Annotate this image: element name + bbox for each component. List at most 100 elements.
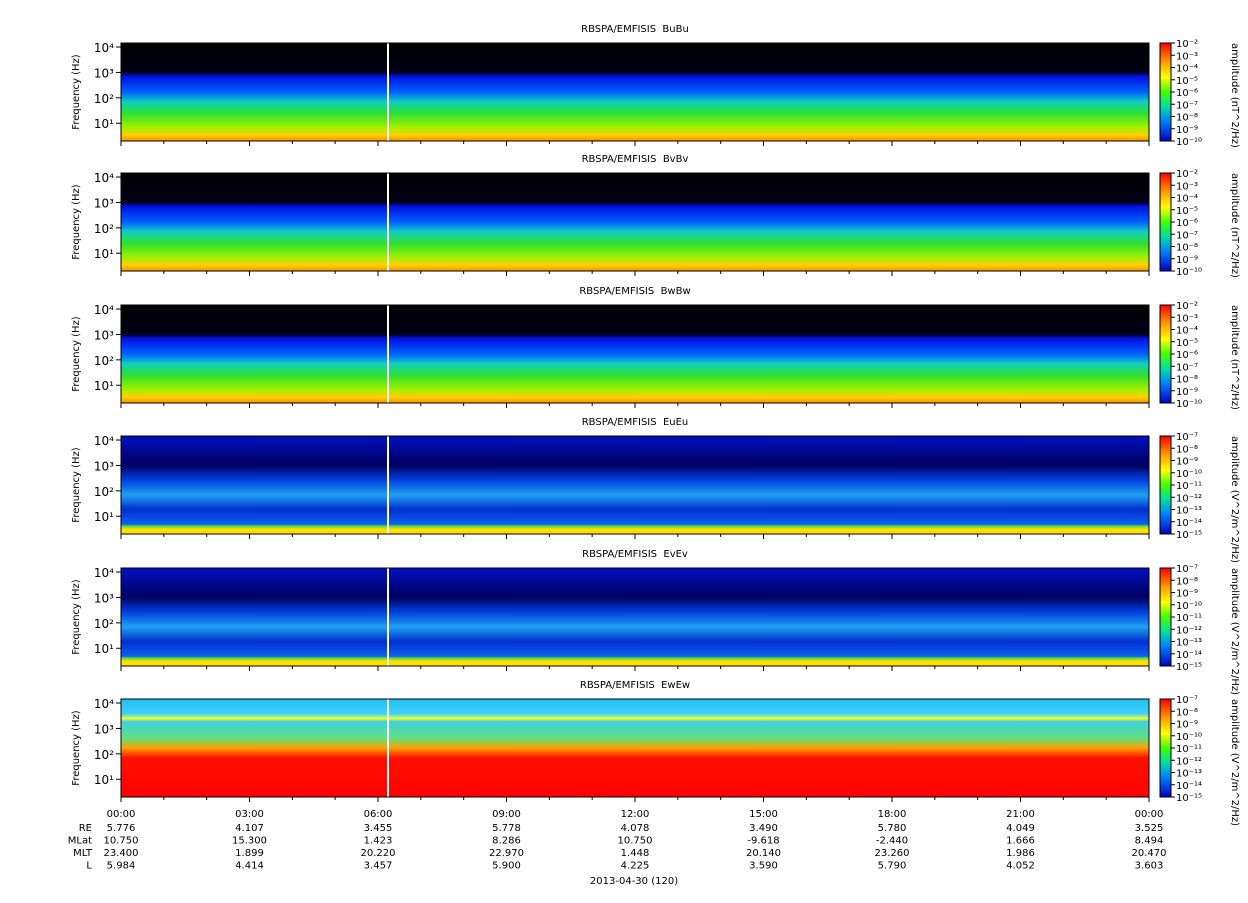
- y-axis-label: Frequency (Hz): [71, 184, 82, 260]
- colorbar-label: amplitude (V^2/m^2/Hz): [1229, 436, 1240, 563]
- ephemeris-value: 1.666: [1006, 836, 1035, 847]
- colorbar-tick-label: 10⁻¹³: [1176, 506, 1202, 517]
- x-tick-label: 12:00: [621, 809, 650, 820]
- y-tick-label: 10¹: [94, 510, 114, 524]
- ephemeris-value: 5.984: [107, 861, 136, 872]
- colorbar-tick-label: 10⁻⁷: [1176, 362, 1198, 373]
- x-tick-label: 03:00: [235, 809, 264, 820]
- ephemeris-value: 10.750: [618, 836, 653, 847]
- ephemeris-value: 3.455: [364, 823, 393, 834]
- colorbar-tick-label: 10⁻⁹: [1176, 589, 1198, 600]
- y-tick-label: 10²: [94, 748, 114, 762]
- y-tick-label: 10¹: [94, 642, 114, 656]
- colorbar-tick-label: 10⁻²: [1176, 39, 1198, 50]
- y-tick-label: 10²: [94, 617, 114, 631]
- colorbar-tick-label: 10⁻⁷: [1176, 100, 1198, 111]
- colorbar-tick-label: 10⁻⁵: [1176, 338, 1198, 349]
- colorbar-tick-label: 10⁻⁸: [1176, 243, 1198, 254]
- ephemeris-value: 5.776: [107, 823, 136, 834]
- y-tick-label: 10⁴: [94, 303, 114, 317]
- x-tick-label: 18:00: [878, 809, 907, 820]
- ephemeris-name: MLT: [73, 848, 93, 859]
- colorbar-tick-label: 10⁻¹⁴: [1176, 518, 1202, 529]
- spectrogram: [121, 173, 1149, 271]
- ephemeris-value: 23.400: [104, 848, 139, 859]
- ephemeris-value: 10.750: [104, 836, 139, 847]
- ephemeris-value: 3.590: [749, 861, 778, 872]
- ephemeris-value: 8.494: [1135, 836, 1164, 847]
- colorbar-tick-label: 10⁻¹²: [1176, 625, 1202, 636]
- colorbar-tick-label: 10⁻⁹: [1176, 255, 1198, 266]
- spectrogram: [121, 436, 1149, 534]
- colorbar-tick-label: 10⁻¹⁰: [1176, 601, 1202, 612]
- panel-title: RBSPA/EMFISIS BwBw: [579, 286, 690, 297]
- colorbar: [1159, 304, 1172, 404]
- colorbar-tick-label: 10⁻¹⁰: [1176, 399, 1202, 410]
- colorbar-tick-label: 10⁻⁹: [1176, 125, 1198, 136]
- y-axis-label: Frequency (Hz): [71, 54, 82, 130]
- ephemeris-value: 1.986: [1006, 848, 1035, 859]
- colorbar-tick-label: 10⁻¹¹: [1176, 481, 1202, 492]
- colorbar-label: amplitude (V^2/m^2/Hz): [1229, 699, 1240, 826]
- colorbar-tick-label: 10⁻⁷: [1176, 432, 1198, 443]
- y-tick-label: 10²: [94, 354, 114, 368]
- y-tick-label: 10³: [94, 722, 114, 736]
- colorbar-tick-label: 10⁻²: [1176, 301, 1198, 312]
- colorbar: [1159, 567, 1172, 667]
- colorbar-tick-label: 10⁻⁹: [1176, 387, 1198, 398]
- ephemeris-value: 4.414: [235, 861, 264, 872]
- colorbar-label: amplitude (nT^2/Hz): [1229, 43, 1240, 148]
- y-axis-label: Frequency (Hz): [71, 447, 82, 523]
- colorbar-tick-label: 10⁻³: [1176, 313, 1198, 324]
- colorbar-label: amplitude (nT^2/Hz): [1229, 173, 1240, 278]
- colorbar-tick-label: 10⁻⁷: [1176, 695, 1198, 706]
- colorbar-tick-label: 10⁻¹⁰: [1176, 137, 1202, 148]
- colorbar-tick-label: 10⁻¹⁵: [1176, 530, 1202, 541]
- ephemeris-value: -2.440: [876, 836, 908, 847]
- spectrogram: [121, 305, 1149, 403]
- x-tick-label: 06:00: [364, 809, 393, 820]
- colorbar-tick-label: 10⁻³: [1176, 51, 1198, 62]
- colorbar-tick-label: 10⁻⁸: [1176, 375, 1198, 386]
- y-tick-label: 10²: [94, 92, 114, 106]
- ephemeris-value: 4.078: [621, 823, 650, 834]
- y-tick-label: 10³: [94, 196, 114, 210]
- ephemeris-value: 5.790: [878, 861, 907, 872]
- colorbar-tick-label: 10⁻¹⁴: [1176, 650, 1202, 661]
- y-axis-label: Frequency (Hz): [71, 710, 82, 786]
- y-tick-label: 10²: [94, 485, 114, 499]
- ephemeris-value: 15.300: [232, 836, 267, 847]
- ephemeris-value: 23.260: [875, 848, 910, 859]
- ephemeris-value: 4.052: [1006, 861, 1035, 872]
- colorbar-tick-label: 10⁻⁴: [1176, 64, 1198, 75]
- colorbar-tick-label: 10⁻¹¹: [1176, 613, 1202, 624]
- y-tick-label: 10⁴: [94, 434, 114, 448]
- x-axis-label: 2013-04-30 (120): [590, 876, 678, 887]
- colorbar-tick-label: 10⁻⁸: [1176, 707, 1198, 718]
- ephemeris-value: 1.899: [235, 848, 264, 859]
- panel-title: RBSPA/EMFISIS EvEv: [582, 549, 688, 560]
- x-tick-label: 00:00: [1135, 809, 1164, 820]
- ephemeris-value: 3.490: [749, 823, 778, 834]
- ephemeris-value: 20.220: [361, 848, 396, 859]
- y-tick-label: 10¹: [94, 379, 114, 393]
- ephemeris-value: 4.049: [1006, 823, 1035, 834]
- ephemeris-value: 3.457: [364, 861, 393, 872]
- panel-title: RBSPA/EMFISIS EwEw: [580, 680, 690, 691]
- colorbar-tick-label: 10⁻⁷: [1176, 230, 1198, 241]
- colorbar-tick-label: 10⁻⁹: [1176, 720, 1198, 731]
- colorbar-tick-label: 10⁻²: [1176, 169, 1198, 180]
- colorbar-label: amplitude (V^2/m^2/Hz): [1229, 568, 1240, 695]
- colorbar-tick-label: 10⁻⁷: [1176, 564, 1198, 575]
- y-tick-label: 10¹: [94, 117, 114, 131]
- colorbar-tick-label: 10⁻¹²: [1176, 493, 1202, 504]
- ephemeris-value: -9.618: [747, 836, 779, 847]
- x-tick-label: 09:00: [492, 809, 521, 820]
- y-tick-label: 10⁴: [94, 171, 114, 185]
- y-tick-label: 10⁴: [94, 41, 114, 55]
- x-tick-label: 00:00: [107, 809, 136, 820]
- colorbar-tick-label: 10⁻⁹: [1176, 457, 1198, 468]
- colorbar-tick-label: 10⁻¹³: [1176, 638, 1202, 649]
- colorbar-tick-label: 10⁻⁶: [1176, 218, 1198, 229]
